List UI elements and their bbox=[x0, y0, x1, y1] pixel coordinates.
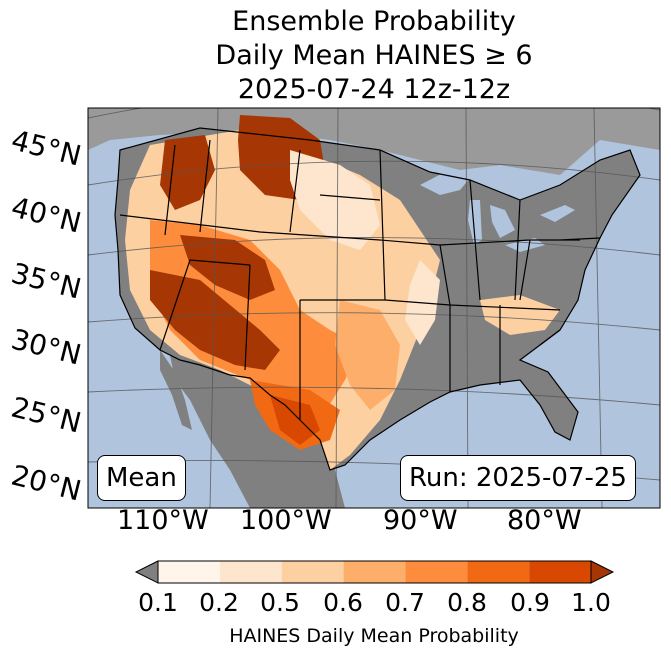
title-line-3: 2025-07-24 12z-12z bbox=[237, 74, 511, 105]
colorbar-over-arrow bbox=[590, 560, 615, 584]
colorbar-tick: 0.5 bbox=[260, 588, 300, 617]
run-box: Run: 2025-07-25 bbox=[400, 455, 636, 501]
colorbar-segment bbox=[219, 561, 282, 583]
colorbar-tick: 0.6 bbox=[323, 588, 363, 617]
title-line-1: Ensemble Probability bbox=[232, 6, 516, 37]
colorbar-segment bbox=[467, 561, 530, 583]
title-line-2: Daily Mean HAINES ≥ 6 bbox=[215, 40, 533, 71]
colorbar-label: HAINES Daily Mean Probability bbox=[229, 625, 519, 647]
lon-label-90: 90°W bbox=[383, 505, 458, 536]
colorbar-tick: 0.2 bbox=[199, 588, 239, 617]
state-borders bbox=[114, 127, 641, 471]
lon-label-80: 80°W bbox=[507, 505, 582, 536]
colorbar-tick: 0.9 bbox=[510, 588, 550, 617]
colorbar-frame bbox=[157, 560, 592, 584]
probability-field bbox=[125, 115, 560, 470]
colorbar-segment bbox=[158, 561, 220, 583]
baja-land bbox=[160, 350, 192, 430]
colorbar-tick: 0.1 bbox=[138, 588, 178, 617]
colorbar-segment bbox=[343, 561, 406, 583]
lakes bbox=[420, 172, 575, 252]
lon-label-110: 110°W bbox=[117, 505, 209, 536]
lon-label-100: 100°W bbox=[240, 505, 332, 536]
canada-land bbox=[88, 108, 660, 175]
colorbar-segment bbox=[281, 561, 344, 583]
colorbar-under-arrow bbox=[134, 560, 159, 584]
colorbar-segment bbox=[529, 561, 591, 583]
mexico-land bbox=[170, 355, 345, 508]
graticule bbox=[88, 108, 660, 508]
colorbar-segment bbox=[405, 561, 468, 583]
colorbar-tick: 1.0 bbox=[571, 588, 611, 617]
colorbar-tick: 0.8 bbox=[447, 588, 487, 617]
map-frame bbox=[87, 107, 661, 509]
stat-box: Mean bbox=[97, 455, 186, 501]
colorbar bbox=[134, 560, 615, 584]
colorbar-tick: 0.7 bbox=[385, 588, 425, 617]
